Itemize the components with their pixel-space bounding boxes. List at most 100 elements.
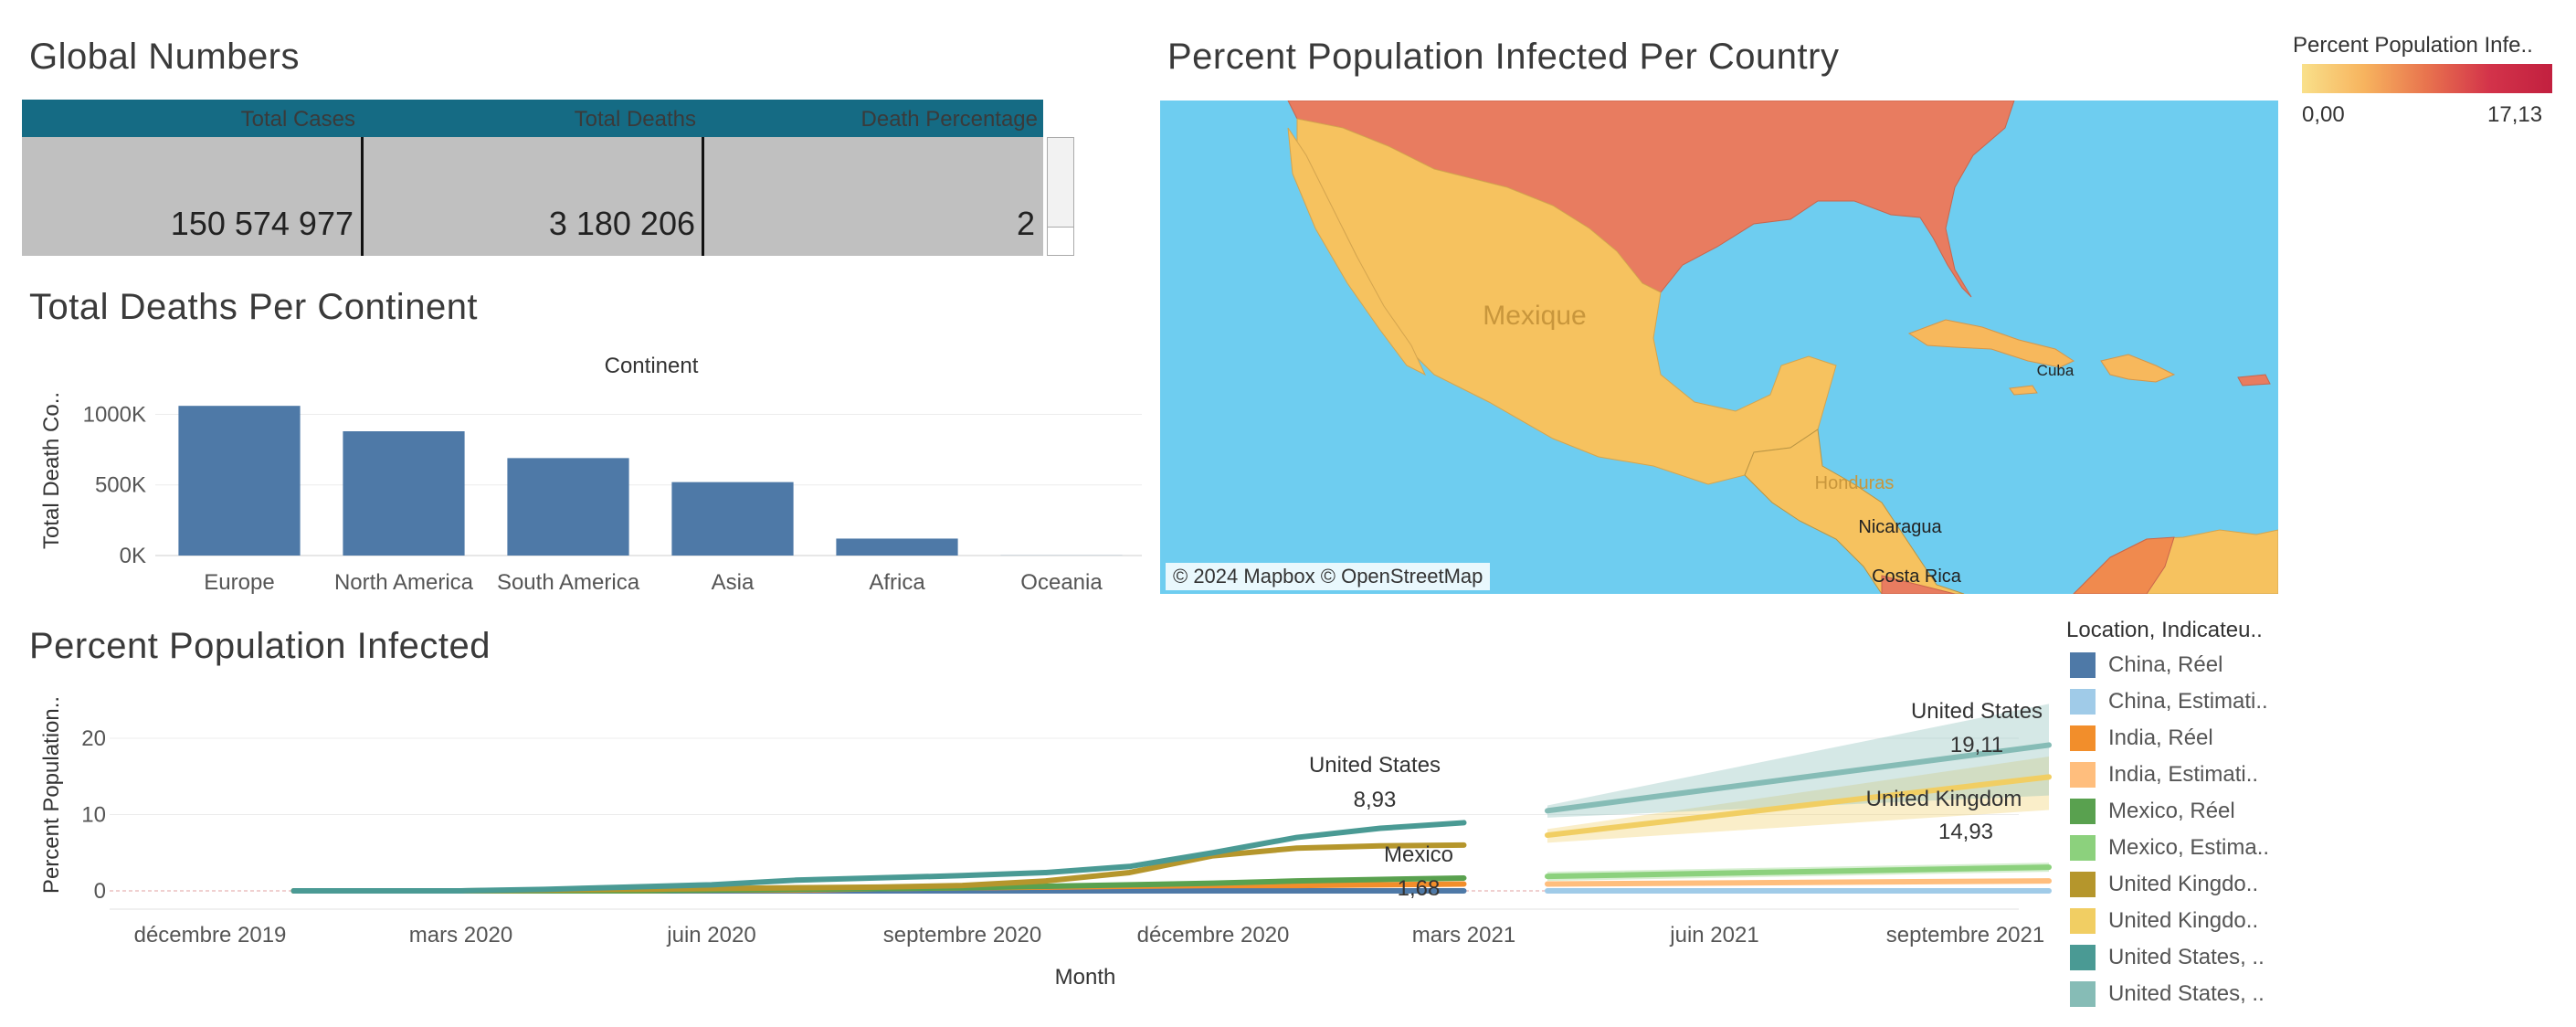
map-canvas: Mexique Cuba Honduras Nicaragua Costa Ri… [1160,101,2278,594]
value-total-cases[interactable]: 150 574 977 [170,205,354,242]
map-label-cuba: Cuba [2037,362,2075,379]
header-total-cases[interactable]: Total Cases [240,107,355,132]
header-death-percentage[interactable]: Death Percentage [860,107,1038,132]
legend-label: Mexico, Réel [2108,799,2235,823]
legend-swatch [2070,762,2096,788]
scrollbar-thumb[interactable] [1048,227,1073,255]
annotation-mexico-value: 1,68 [1398,876,1441,901]
table-scrollbar[interactable] [1047,137,1074,256]
legend-label: Mexico, Estima.. [2108,835,2270,860]
map-label-mexico: Mexique [1483,301,1586,331]
costa-rica-region[interactable] [1881,575,1956,594]
legend-swatch [2070,689,2096,715]
forecast-line-united-kingdo-[interactable] [1545,774,2052,839]
legend-swatch [2070,945,2096,970]
choropleth-map[interactable]: Mexique Cuba Honduras Nicaragua Costa Ri… [1160,101,2278,594]
forecast-line-india-estimati-[interactable] [1545,878,2052,887]
series-line-united-states-[interactable] [290,820,1467,894]
bar-x-tick-label: North America [334,570,474,595]
bar-x-tick-label: South America [497,570,640,595]
bar-chart-y-axis-label: Total Death Co.. [39,392,64,549]
bar-x-tick-label: Oceania [1020,570,1103,595]
puerto-rico-region[interactable] [2237,374,2271,386]
legend-label: India, Estimati.. [2108,762,2259,787]
line-x-tick-label: septembre 2021 [1886,923,2044,948]
bar-x-tick-label: Europe [204,570,274,595]
line-x-tick-label: mars 2020 [409,923,512,948]
line-chart: Percent Population.. Month 20 10 0 décembr… [39,696,2052,990]
jamaica-region[interactable] [2009,385,2038,396]
legend-swatch [2070,835,2096,861]
bar-asia[interactable] [671,482,794,556]
bar-africa[interactable] [836,538,958,556]
legend-swatch [2070,872,2096,897]
bar-chart-title: Total Deaths Per Continent [29,287,479,327]
annotation-us-forecast-label: United States [1911,699,2043,724]
color-legend-title: Percent Population Infe.. [2293,33,2533,58]
forecast-line-united-states-[interactable] [1545,742,2052,814]
annotation-uk-forecast-label: United Kingdom [1866,787,2022,811]
line-legend-title: Location, Indicateu.. [2066,618,2263,642]
line-chart-title: Percent Population Infected [29,626,491,666]
annotation-us-forecast-value: 19,11 [1950,733,2003,757]
annotation-uk-forecast-value: 14,93 [1938,820,1993,844]
map-label-nicaragua: Nicaragua [1858,517,1942,537]
line-chart-y-axis-label: Percent Population.. [39,696,64,894]
color-legend-max: 17,13 [2487,102,2543,127]
legend-label: United States, .. [2108,945,2265,969]
central-america-region[interactable] [1744,429,1965,594]
value-total-deaths[interactable]: 3 180 206 [548,205,695,242]
bar-north-america[interactable] [343,431,465,556]
annotation-us-actual-label: United States [1309,753,1441,778]
legend-label: India, Réel [2108,725,2213,750]
line-y-tick-label: 10 [81,803,106,828]
column-divider [702,137,704,256]
legend-label: United Kingdo.. [2108,908,2259,933]
global-numbers-title: Global Numbers [29,37,301,77]
line-x-tick-label: décembre 2020 [1137,923,1290,948]
legend-swatch [2070,908,2096,934]
line-y-tick-label: 0 [94,879,106,904]
color-legend-min: 0,00 [2302,102,2345,127]
venezuela-region[interactable] [2073,536,2175,594]
value-death-percentage[interactable]: 2 [1016,205,1035,242]
annotation-mexico-label: Mexico [1384,842,1453,867]
line-y-tick-label: 20 [81,726,106,751]
bar-x-tick-label: Africa [869,570,925,595]
legend-swatch [2070,725,2096,751]
legend-label: United States, .. [2108,981,2265,1006]
line-x-tick-label: décembre 2019 [134,923,287,948]
bar-y-tick-label: 500K [95,473,146,498]
cuba-region[interactable] [1907,319,2075,368]
line-x-tick-label: juin 2020 [666,923,755,948]
map-attribution[interactable]: © 2024 Mapbox © OpenStreetMap [1166,563,1491,590]
global-numbers-header: Total Cases Total Deaths Death Percentag… [22,100,1043,137]
line-x-tick-label: septembre 2020 [883,923,1041,948]
legend-swatch [2070,981,2096,1007]
global-numbers-row[interactable]: 150 574 977 3 180 206 2 [22,137,1043,256]
legend-label: China, Réel [2108,652,2223,677]
header-total-deaths[interactable]: Total Deaths [574,107,696,132]
baja-california[interactable] [1287,127,1427,376]
bar-y-tick-label: 0K [120,544,146,568]
bar-south-america[interactable] [507,458,629,556]
map-label-honduras: Honduras [1815,473,1895,493]
column-divider [361,137,364,256]
legend-swatch [2070,652,2096,678]
bar-y-tick-label: 1000K [83,402,146,427]
legend-swatch [2070,799,2096,824]
forecast-line-mexico-estima-[interactable] [1545,864,2052,880]
legend-label: United Kingdo.. [2108,872,2259,896]
hispaniola-region[interactable] [2100,354,2176,383]
map-title: Percent Population Infected Per Country [1167,37,1840,77]
line-x-tick-label: juin 2021 [1669,923,1758,948]
annotation-us-actual-value: 8,93 [1354,788,1397,812]
color-legend-gradient [2302,64,2552,93]
map-label-costa-rica: Costa Rica [1872,566,1962,587]
legend-label: China, Estimati.. [2108,689,2268,714]
bar-x-tick-label: Asia [712,570,755,595]
bar-chart-header: Continent [605,354,699,378]
line-chart-x-axis-label: Month [1055,965,1116,990]
bar-europe[interactable] [178,406,301,556]
bar-chart: Continent Total Death Co.. 1000K 500K 0K E… [39,354,1142,595]
